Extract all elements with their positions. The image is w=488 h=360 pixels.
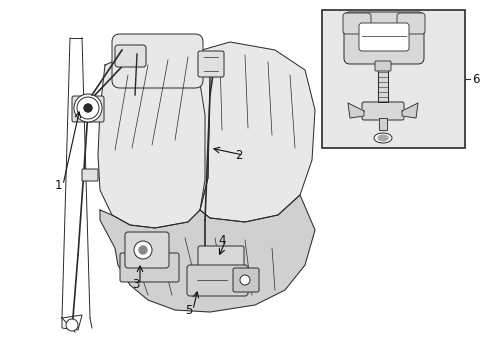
FancyBboxPatch shape — [112, 34, 203, 88]
Polygon shape — [98, 48, 209, 228]
Circle shape — [240, 275, 249, 285]
Polygon shape — [401, 103, 417, 118]
FancyBboxPatch shape — [120, 253, 179, 282]
Text: 4: 4 — [218, 234, 225, 247]
FancyBboxPatch shape — [343, 12, 423, 64]
FancyBboxPatch shape — [342, 13, 370, 34]
Text: 1: 1 — [55, 179, 62, 192]
Polygon shape — [195, 42, 314, 222]
Circle shape — [82, 102, 94, 114]
FancyBboxPatch shape — [186, 265, 247, 296]
FancyBboxPatch shape — [115, 45, 146, 67]
Ellipse shape — [377, 135, 387, 141]
FancyBboxPatch shape — [374, 61, 390, 71]
FancyBboxPatch shape — [198, 51, 224, 77]
Text: 5: 5 — [184, 303, 192, 316]
Polygon shape — [378, 118, 386, 130]
FancyBboxPatch shape — [358, 23, 408, 51]
Polygon shape — [377, 68, 387, 102]
FancyBboxPatch shape — [82, 169, 98, 181]
FancyBboxPatch shape — [232, 268, 259, 292]
FancyBboxPatch shape — [396, 13, 424, 34]
FancyBboxPatch shape — [72, 96, 104, 122]
Circle shape — [74, 94, 102, 122]
Circle shape — [134, 241, 152, 259]
Polygon shape — [100, 195, 314, 312]
Text: 3: 3 — [132, 279, 139, 292]
Circle shape — [139, 246, 147, 254]
Ellipse shape — [373, 133, 391, 143]
Polygon shape — [347, 103, 363, 118]
Text: 6: 6 — [471, 72, 479, 86]
Text: 2: 2 — [235, 149, 242, 162]
Circle shape — [66, 319, 78, 331]
Bar — [321, 10, 464, 148]
FancyBboxPatch shape — [198, 246, 244, 270]
FancyBboxPatch shape — [125, 232, 169, 268]
Circle shape — [77, 97, 99, 119]
FancyBboxPatch shape — [361, 102, 403, 120]
Circle shape — [84, 104, 92, 112]
